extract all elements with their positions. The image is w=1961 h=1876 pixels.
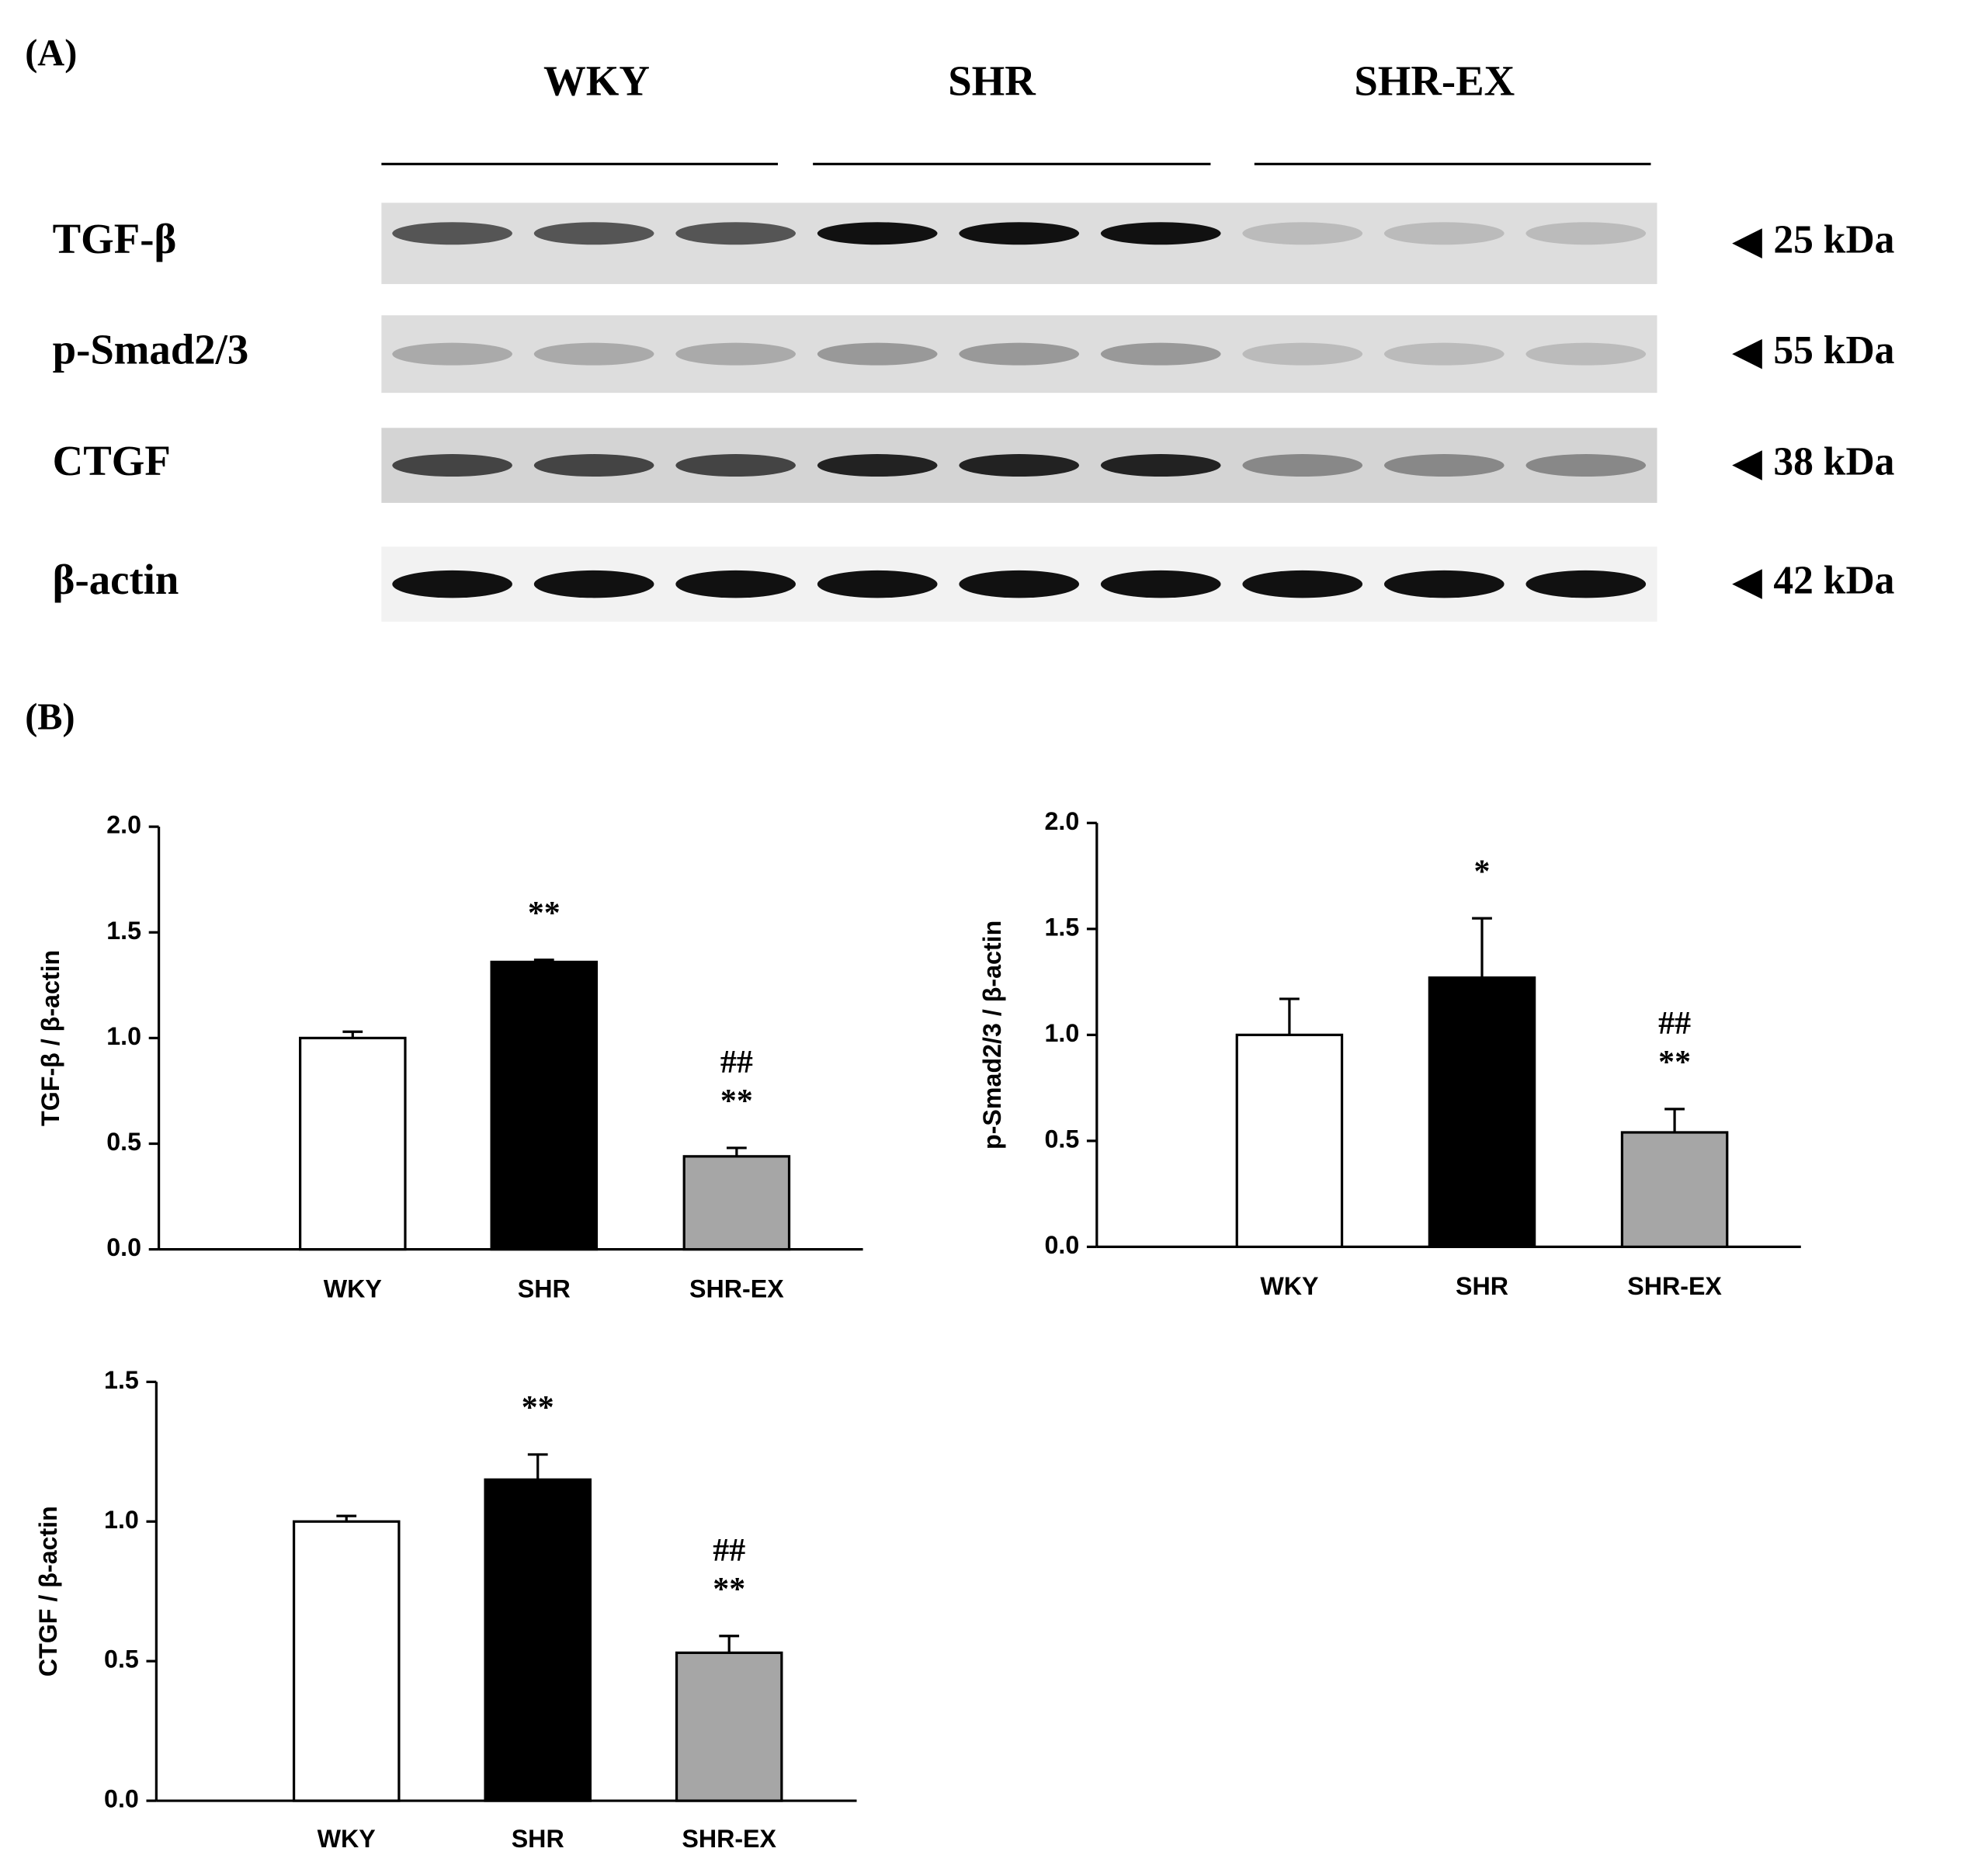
blot-band	[392, 222, 512, 245]
blot-band	[1383, 570, 1505, 598]
blot-band	[1242, 222, 1363, 245]
bar	[299, 1036, 407, 1251]
significance-mark: **	[720, 1084, 753, 1119]
blot-band	[959, 570, 1080, 598]
blot-band	[817, 222, 938, 245]
x-tick-label: SHR	[1456, 1272, 1508, 1300]
blot-band	[533, 342, 654, 366]
row-label: β-actin	[53, 556, 179, 603]
blot-band	[1525, 222, 1647, 245]
y-tick-label: 1.0	[106, 1022, 141, 1050]
panel-label: (B)	[25, 696, 75, 737]
significance-mark: ##	[720, 1045, 753, 1080]
bar	[292, 1520, 401, 1802]
blot-band	[817, 342, 938, 366]
mw-label: 55 kDa	[1773, 328, 1894, 373]
y-axis-label: TGF-β / β-actin	[36, 950, 64, 1126]
x-tick-label: SHR	[512, 1825, 564, 1853]
bar	[490, 960, 599, 1251]
blot-band	[959, 454, 1080, 477]
y-tick-label: 1.5	[106, 917, 141, 945]
x-tick-label: WKY	[324, 1274, 382, 1302]
mw-label: 42 kDa	[1773, 558, 1894, 602]
y-tick-label: 2.0	[106, 811, 141, 839]
y-axis-label: p-Smad2/3 / β-actin	[978, 921, 1006, 1150]
arrow-icon	[1732, 338, 1762, 369]
blot-band	[1383, 342, 1505, 366]
bar	[1620, 1131, 1729, 1249]
arrow-icon	[1732, 450, 1762, 480]
significance-mark: **	[713, 1572, 745, 1607]
blot-band	[1525, 454, 1647, 477]
bar	[1235, 1033, 1344, 1249]
blot-band	[1242, 342, 1363, 366]
bar	[1428, 976, 1536, 1249]
blot-band	[959, 342, 1080, 366]
mw-label: 25 kDa	[1773, 217, 1894, 262]
x-tick-label: WKY	[1260, 1272, 1318, 1300]
blot-band	[1100, 570, 1221, 598]
blot-band	[1383, 454, 1505, 477]
group-label: WKY	[543, 57, 650, 104]
blot-band	[1100, 222, 1221, 245]
blot-band	[1242, 454, 1363, 477]
bar	[484, 1478, 592, 1802]
y-tick-label: 2.0	[1044, 807, 1079, 835]
blot-band	[817, 454, 938, 477]
significance-mark: *	[1474, 854, 1491, 889]
significance-mark: **	[1658, 1045, 1691, 1080]
blot-band	[392, 570, 512, 598]
blot-band	[392, 454, 512, 477]
row-label: CTGF	[53, 437, 171, 484]
arrow-icon	[1732, 228, 1762, 258]
y-axis-label: CTGF / β-actin	[34, 1506, 62, 1677]
mw-label: 38 kDa	[1773, 439, 1894, 484]
blot-band	[1100, 342, 1221, 366]
blot-band	[959, 222, 1080, 245]
blot-band	[675, 454, 796, 477]
panel-label: (A)	[25, 33, 77, 74]
y-tick-label: 0.5	[104, 1645, 139, 1673]
blot-band	[533, 570, 654, 598]
y-tick-label: 0.5	[106, 1128, 141, 1156]
blot-band	[1100, 454, 1221, 477]
significance-mark: **	[528, 896, 561, 931]
y-tick-label: 0.5	[1044, 1125, 1079, 1153]
y-tick-label: 1.5	[1044, 913, 1079, 941]
group-label: SHR-EX	[1354, 57, 1515, 104]
blot-band	[1525, 570, 1647, 598]
arrow-icon	[1732, 569, 1762, 599]
y-tick-label: 1.5	[104, 1366, 139, 1394]
y-tick-label: 0.0	[1044, 1231, 1079, 1259]
blot-band	[675, 342, 796, 366]
y-tick-label: 1.0	[1044, 1019, 1079, 1047]
blot-band	[533, 454, 654, 477]
blot-band	[1242, 570, 1363, 598]
x-tick-label: WKY	[318, 1825, 376, 1853]
x-tick-label: SHR-EX	[682, 1825, 776, 1853]
blot-band	[392, 342, 512, 366]
significance-mark: **	[522, 1390, 554, 1426]
row-label: p-Smad2/3	[53, 326, 249, 373]
significance-mark: ##	[713, 1533, 745, 1569]
x-tick-label: SHR	[518, 1274, 571, 1302]
group-label: SHR	[948, 57, 1036, 104]
significance-mark: ##	[1658, 1006, 1691, 1042]
x-tick-label: SHR-EX	[689, 1274, 784, 1302]
y-tick-label: 0.0	[106, 1233, 141, 1261]
blot-band	[675, 222, 796, 245]
x-tick-label: SHR-EX	[1627, 1272, 1722, 1300]
bar	[675, 1651, 783, 1802]
bar	[682, 1155, 791, 1251]
blot-band	[675, 570, 796, 598]
y-tick-label: 1.0	[104, 1506, 139, 1534]
y-tick-label: 0.0	[104, 1785, 139, 1813]
blot-band	[817, 570, 938, 598]
blot-band	[1525, 342, 1647, 366]
row-label: TGF-β	[53, 215, 177, 262]
blot-band	[1383, 222, 1505, 245]
blot-band	[533, 222, 654, 245]
